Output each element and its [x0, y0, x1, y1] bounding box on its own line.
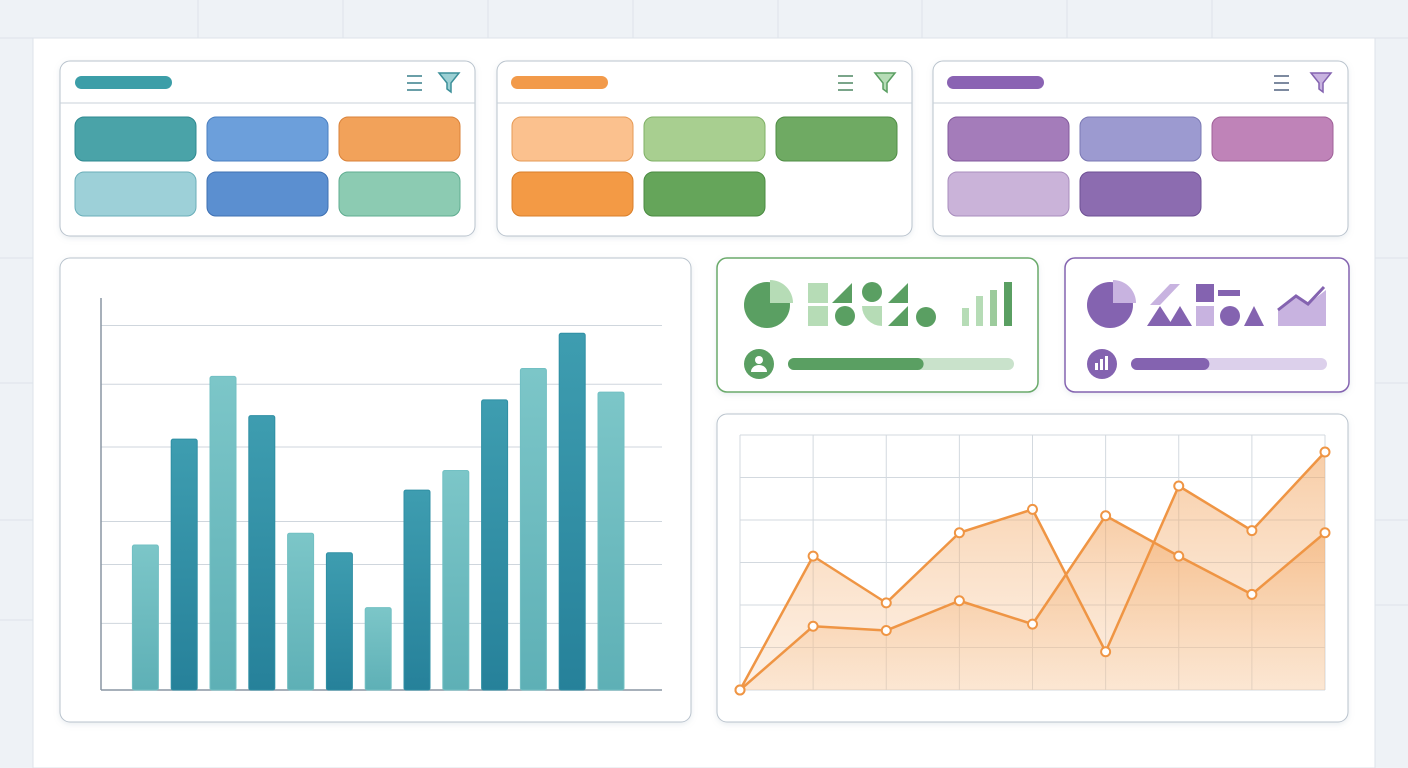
point [1319, 527, 1331, 539]
icon-card [1064, 257, 1350, 393]
point [1246, 525, 1258, 537]
point [1027, 503, 1038, 515]
point [1100, 510, 1112, 522]
point [1173, 550, 1185, 562]
point [1027, 618, 1038, 630]
icon-card [716, 257, 1039, 393]
point [807, 550, 819, 562]
bar [364, 607, 392, 691]
bar [248, 415, 276, 691]
point [880, 597, 892, 609]
bar [131, 544, 159, 691]
point [807, 620, 819, 632]
filter-panel [496, 60, 913, 237]
point [953, 595, 965, 607]
bar [325, 552, 353, 691]
bar [597, 391, 625, 691]
point [880, 625, 892, 636]
bar [170, 438, 198, 691]
progress-fill [788, 358, 924, 370]
filter-panel [932, 60, 1349, 237]
bar [519, 368, 547, 691]
point [1246, 588, 1258, 600]
point [1100, 646, 1112, 658]
filter-panel [59, 60, 476, 237]
bar [481, 399, 509, 691]
filter-icon[interactable] [1309, 72, 1333, 94]
point [734, 684, 746, 696]
filter-icon[interactable] [873, 72, 897, 94]
point [1319, 446, 1331, 458]
filter-icon[interactable] [437, 72, 461, 94]
bar [287, 532, 315, 691]
progress-fill [1131, 358, 1210, 370]
bar [558, 332, 586, 691]
bar [442, 469, 470, 691]
point [953, 527, 965, 539]
point [1173, 480, 1185, 492]
bar [403, 489, 431, 691]
bar [209, 375, 237, 691]
